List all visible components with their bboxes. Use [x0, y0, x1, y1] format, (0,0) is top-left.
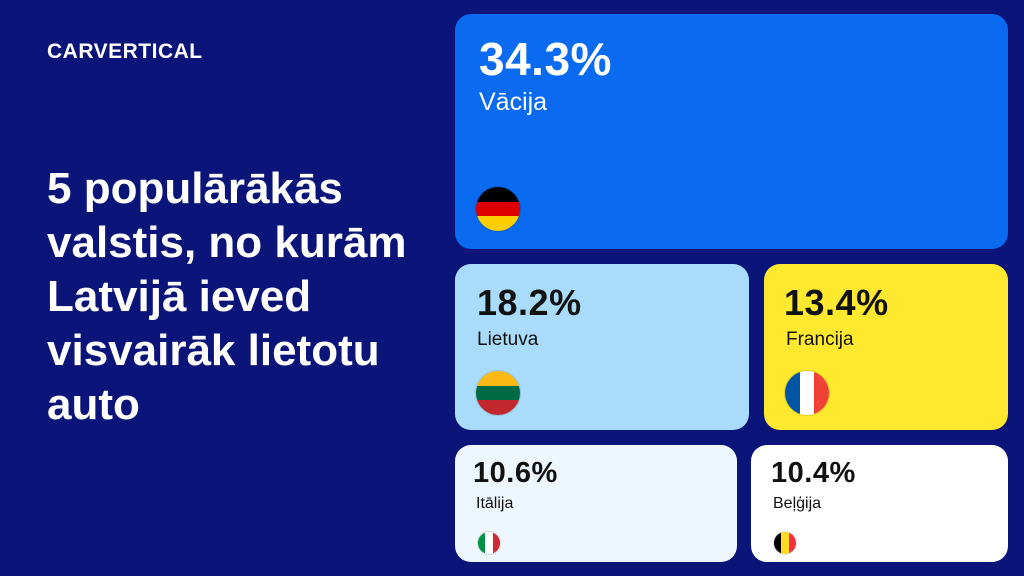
tile-value: 13.4% — [784, 282, 889, 323]
tile-country: Lietuva — [477, 329, 539, 350]
tile-country: Itālija — [476, 495, 514, 512]
tile-value: 10.4% — [771, 457, 856, 489]
flag-icon — [784, 370, 830, 416]
tile-2: 13.4% Francija — [764, 264, 1008, 430]
flag-icon — [475, 186, 521, 232]
flag-icon — [477, 531, 501, 555]
tile-value: 18.2% — [477, 282, 582, 323]
tile-3: 10.6% Itālija — [455, 445, 737, 562]
tile-1: 18.2% Lietuva — [455, 264, 749, 430]
flag-icon — [475, 370, 521, 416]
carvertical-logo: CARVERTICAL — [47, 40, 203, 63]
tile-country: Vācija — [479, 88, 548, 116]
tile-country: Beļģija — [773, 495, 822, 512]
headline: 5 populārākās valstis, no kurām Latvijā … — [47, 164, 407, 429]
tile-value: 34.3% — [479, 33, 612, 85]
tile-4: 10.4% Beļģija — [751, 445, 1008, 562]
tile-0: 34.3% Vācija — [455, 14, 1008, 249]
flag-icon — [773, 531, 797, 555]
tile-country: Francija — [786, 329, 854, 350]
tile-value: 10.6% — [473, 457, 558, 489]
